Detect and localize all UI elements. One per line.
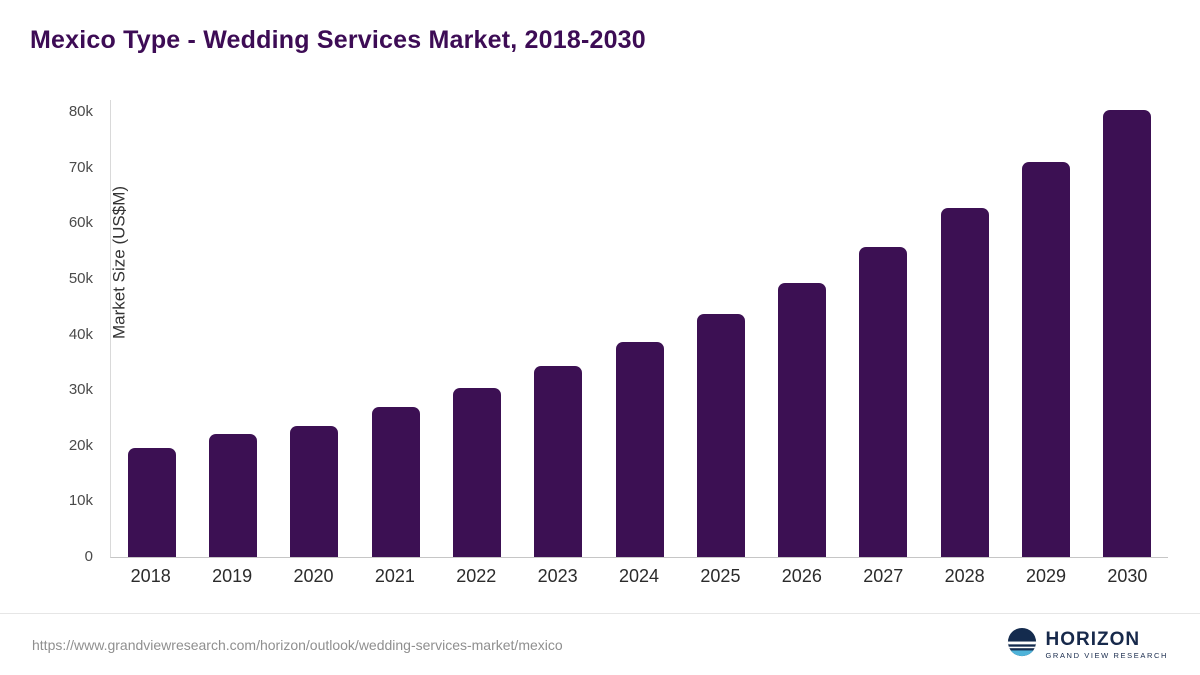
bar-2028	[940, 207, 989, 557]
bar-2029	[1022, 162, 1071, 557]
brand-text: HORIZON GRAND VIEW RESEARCH	[1046, 630, 1169, 660]
chart-title: Mexico Type - Wedding Services Market, 2…	[30, 26, 646, 54]
x-tick-label: 2028	[944, 566, 985, 586]
x-tick-label: 2030	[1107, 566, 1148, 586]
y-tick-label: 60k	[68, 214, 93, 232]
bar-slot	[924, 100, 1005, 557]
brand-name: HORIZON	[1045, 628, 1141, 650]
bar-2022	[452, 387, 501, 557]
y-tick-label: 80k	[68, 103, 93, 120]
bar-slot	[111, 100, 192, 557]
y-tick-label: 10k	[68, 492, 93, 510]
x-tick-label: 2027	[863, 566, 904, 586]
x-tick-label: 2024	[619, 566, 660, 586]
bar-series	[111, 100, 1168, 557]
x-tick-label: 2021	[374, 566, 415, 586]
x-tick-label: 2018	[130, 566, 171, 586]
source-url: https://www.grandviewresearch.com/horizo…	[32, 636, 563, 653]
footer: https://www.grandviewresearch.com/horizo…	[0, 613, 1200, 675]
bar-2025	[696, 314, 745, 557]
brand-tagline: GRAND VIEW RESEARCH	[1045, 650, 1168, 660]
bar-slot	[192, 100, 273, 557]
bar-slot	[355, 100, 436, 557]
bar-slot	[680, 100, 761, 557]
y-tick-label: 0	[84, 548, 93, 565]
bar-slot	[762, 100, 843, 557]
x-tick-label: 2020	[293, 566, 334, 586]
x-axis-labels: 2018 2019 2020 2021 2022 2023 2024 2025 2026 2027…	[110, 566, 1168, 587]
x-tick-label: 2025	[700, 566, 741, 586]
y-axis-ticks: 0 10k 20k 30k 40k 50k 60k 70k 80k	[53, 100, 101, 565]
bar-2023	[534, 366, 583, 557]
bar-slot	[518, 100, 599, 557]
x-tick-label: 2026	[781, 566, 822, 586]
bar-2020	[290, 426, 339, 557]
horizon-globe-icon	[1007, 627, 1037, 662]
x-tick-label: 2019	[212, 566, 253, 586]
bar-chart-plot-area: Market Size (US$M) 0 10k 20k 30k 40k 50k 60k 70…	[69, 100, 1168, 565]
brand-logo: HORIZON GRAND VIEW RESEARCH	[1007, 627, 1169, 662]
bar-slot	[599, 100, 680, 557]
bar-2024	[615, 342, 664, 557]
y-tick-label: 70k	[68, 158, 93, 176]
bar-slot	[1087, 100, 1168, 557]
bar-slot	[1005, 100, 1086, 557]
y-tick-label: 50k	[68, 269, 93, 287]
y-tick-label: 30k	[68, 381, 93, 399]
bar-2026	[778, 283, 827, 557]
bar-2019	[208, 433, 257, 557]
bar-2018	[127, 447, 176, 557]
bar-slot	[843, 100, 924, 557]
x-tick-label: 2022	[456, 566, 497, 586]
bar-2021	[371, 406, 420, 557]
x-tick-label: 2029	[1025, 566, 1067, 586]
y-tick-label: 20k	[68, 436, 93, 454]
x-tick-label: 2023	[537, 566, 578, 586]
bar-2030	[1103, 110, 1152, 557]
y-tick-label: 40k	[68, 325, 93, 343]
bar-2027	[859, 247, 908, 557]
bar-slot	[274, 100, 355, 557]
bar-slot	[436, 100, 517, 557]
